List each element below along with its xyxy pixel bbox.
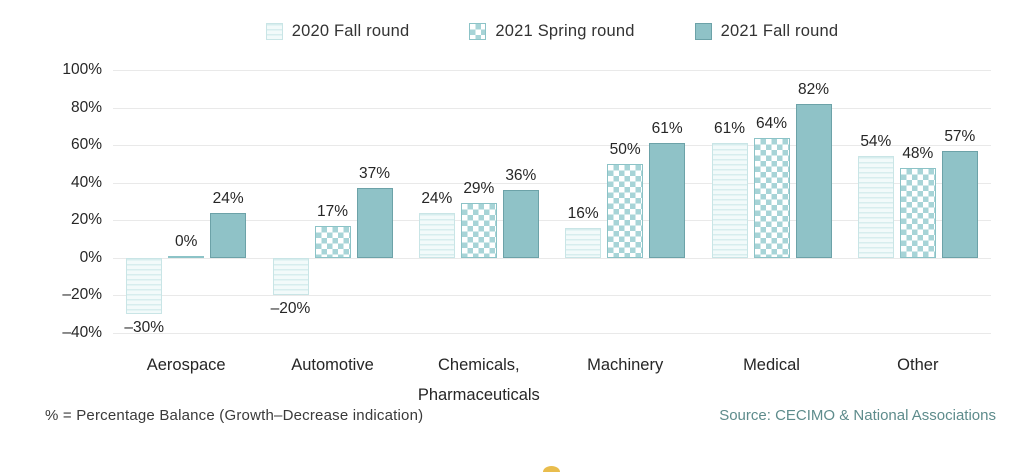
bar-value-label: 16% [567,204,599,222]
partial-logo-mark [543,466,560,472]
plot-area: –30% 0% 24% –20% 17% 37% 24% 29% 36% 16% 50% 61% 61%… [113,70,991,336]
bar [418,212,455,258]
bar-value-label: 64% [755,114,788,132]
bar [941,150,978,258]
legend-item-label: 2021 Fall round [720,22,839,40]
gridline [113,70,991,71]
bar-value-label: 61% [713,120,746,138]
bar-value-label: –20% [270,300,311,318]
bar-value-label: 37% [358,165,391,183]
bar [753,137,790,258]
gridline [113,295,991,297]
legend-swatch-checker-icon [469,23,487,40]
bar [565,227,602,258]
gridline [113,145,991,147]
x-axis-category-label: Other [897,356,939,374]
legend-swatch-stripes-icon [265,23,283,40]
bar-value-label: 82% [797,80,830,98]
x-axis: Aerospace Automotive Chemicals, Pharmaceut… [113,350,991,410]
source-credit: Source: CECIMO & National Associations [719,407,996,424]
bar [899,167,936,258]
bar-value-label: 61% [651,120,683,138]
bar-value-label: 36% [505,167,537,185]
legend-swatch-solid-icon [694,23,712,40]
gridline [113,333,991,334]
bar-value-label: 0% [174,232,198,250]
bar-value-label: 17% [316,202,349,220]
y-axis-tick-label: 0% [79,248,102,266]
y-axis-tick-label: 20% [70,211,102,229]
bar [210,212,247,258]
y-axis-tick-label: 40% [70,173,102,191]
bar [649,143,686,258]
y-axis-tick-label: –20% [62,286,102,304]
legend-item: 2021 Fall round [694,22,839,41]
bar-value-label: 48% [902,144,934,162]
bar-value-label: 24% [421,189,453,207]
gridline [113,220,991,222]
bar-value-label: –30% [124,319,164,337]
footnote: % = Percentage Balance (Growth–Decrease … [45,407,424,424]
bar [607,163,644,258]
bar-value-label: 57% [944,127,976,145]
gridline [113,182,991,184]
bar-value-label: 54% [860,133,892,151]
y-axis-tick-label: 100% [62,61,102,78]
legend-item: 2021 Spring round [469,22,634,41]
bar [857,156,894,258]
bar [502,190,539,258]
legend-item-label: 2021 Spring round [495,22,635,40]
y-axis-tick-label: 60% [70,136,102,154]
bar-value-label: 24% [212,189,244,207]
y-axis-tick-label: 80% [70,98,102,116]
bar [356,188,393,258]
bar [168,255,205,258]
bar [460,203,497,258]
bar [711,143,748,258]
bar-value-label: 50% [609,140,641,158]
bar [272,257,309,296]
y-axis-tick-label: –40% [62,324,102,341]
x-axis-category-label: Aerospace [146,356,226,374]
y-axis: 100% 80% 60% 40% 20% 0% –20% –40% [0,61,102,341]
bar [126,257,163,315]
x-axis-category-label: Medical [743,356,800,374]
x-axis-category-label: Chemicals, Pharmaceuticals [417,356,540,405]
legend: 2020 Fall round 2021 Spring round 2021 Fal… [113,22,991,41]
legend-item-label: 2020 Fall round [291,22,410,40]
bar [314,225,351,258]
legend-item: 2020 Fall round [265,22,410,41]
x-axis-category-label: Automotive [291,356,374,374]
bar-value-label: 29% [463,180,495,198]
gridline [113,107,991,109]
x-axis-category-label: Machinery [587,356,664,374]
gridline [113,257,991,259]
bar [795,103,832,258]
